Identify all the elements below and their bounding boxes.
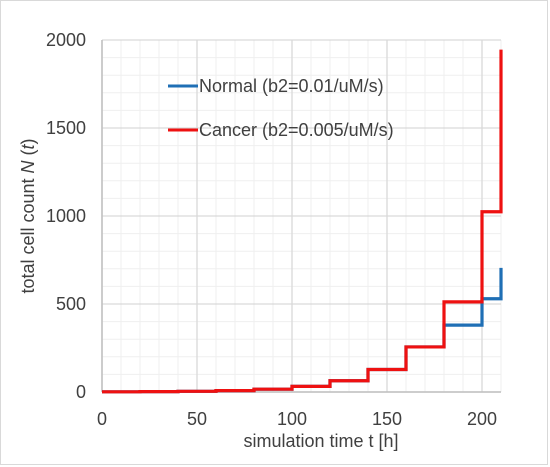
y-axis-title-open: ( [18,149,38,160]
series-layer [102,49,503,394]
legend: Normal (b2=0.01/uM/s) Cancer (b2=0.005/u… [168,76,394,140]
y-tick-label: 2000 [46,30,86,50]
y-tick-label: 500 [56,294,86,314]
x-tick-label: 0 [97,409,107,429]
y-tick-label: 1000 [46,206,86,226]
y-tick-label: 0 [76,382,86,402]
x-tick-label: 150 [372,409,402,429]
y-axis-title-close: ) [18,138,38,144]
x-tick-label: 50 [187,409,207,429]
legend-label-cancer: Cancer (b2=0.005/uM/s) [199,120,394,140]
y-axis-title-argument: t [18,143,38,149]
x-tick-label: 100 [277,409,307,429]
y-axis-title-variable: N [18,159,38,173]
legend-label-normal: Normal (b2=0.01/uM/s) [199,76,384,96]
y-tick-label: 1500 [46,118,86,138]
y-axis-title-prefix: total cell count [18,173,38,293]
y-axis-title: total cell count N (t) [18,138,38,293]
series-line-cancer [102,49,503,394]
x-tick-label: 200 [467,409,497,429]
x-axis-title: simulation time t [h] [243,431,398,451]
